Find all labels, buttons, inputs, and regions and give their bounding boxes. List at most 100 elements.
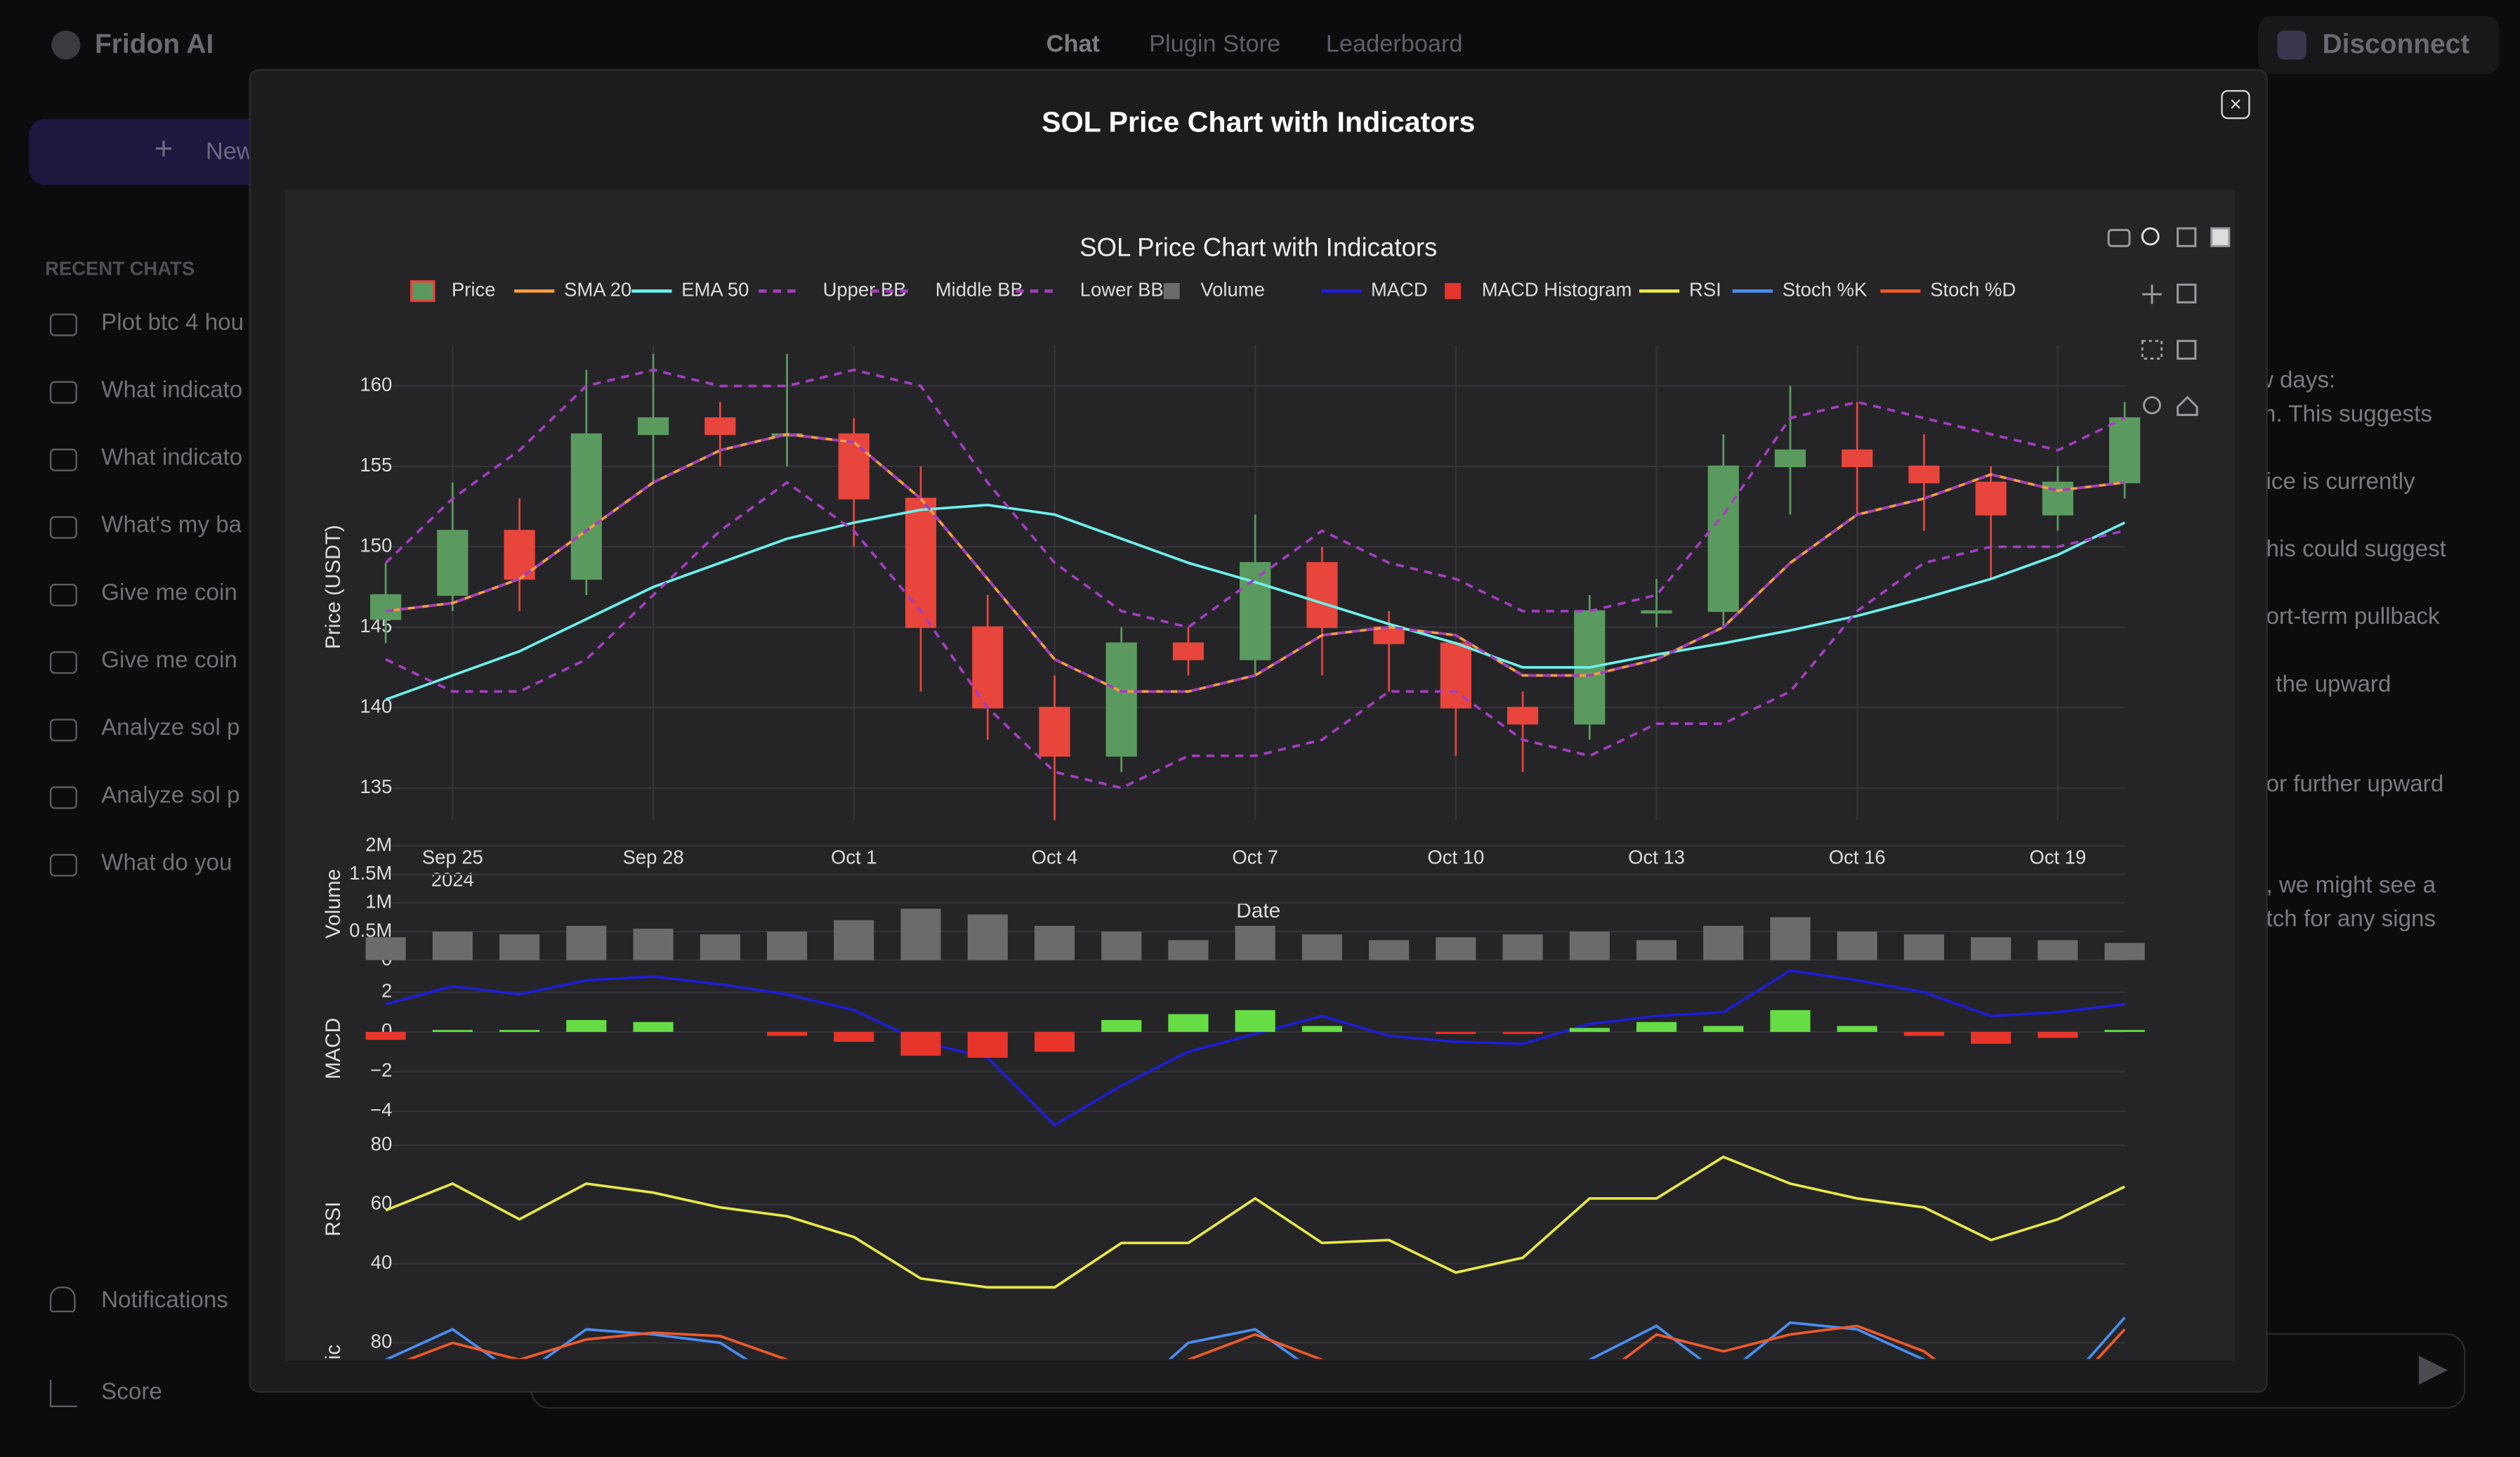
box-select-icon[interactable] [2141,339,2163,360]
candle-body [1306,562,1338,628]
y-tick-label: −4 [370,1099,392,1120]
zoom-out-icon[interactable] [2177,283,2197,303]
chat-item[interactable]: What indicato [101,377,243,404]
y-tick-label: 2 [381,980,392,1002]
candle-body [570,433,602,580]
bar [1971,1031,2012,1044]
candle-body [1774,449,1806,468]
x-tick-label: Oct 4 [1032,847,1078,868]
x-tick-label: Oct 13 [1628,847,1685,868]
message-text: m. This suggests [2256,402,2432,428]
bar [1502,1031,1543,1034]
bar [1569,932,1610,960]
legend-label: Upper BB [823,279,907,301]
series-line [406,1324,2126,1359]
nav-chat[interactable]: Chat [1046,30,1100,58]
legend-label: MACD Histogram [1482,279,1632,301]
y-axis-label: RSI [322,1201,345,1236]
recent-chats-title: RECENT CHATS [45,257,195,280]
bar [1770,1010,1811,1032]
y-axis-label: MACD [322,1018,345,1080]
score-link[interactable]: Score [101,1380,162,1406]
y-tick-label: 80 [371,1132,393,1154]
send-icon[interactable] [2418,1355,2448,1385]
candle-body [704,417,736,436]
bar [1168,1014,1209,1032]
candle-body [838,433,869,499]
bar [1903,1031,1945,1036]
camera-icon[interactable] [2107,228,2131,247]
y-axis-label: Price (USDT) [322,525,345,649]
legend-icon [410,280,435,302]
series-line [384,368,2125,629]
bar [1034,1031,1075,1052]
bar [766,1031,808,1036]
wallet-icon [2277,30,2306,60]
disconnect-button[interactable]: Disconnect [2258,15,2500,74]
bar [2037,1031,2078,1038]
series-line [385,433,2125,693]
nav-leaderboard[interactable]: Leaderboard [1325,30,1463,58]
bar [900,908,941,960]
bar [1703,1026,1744,1032]
chat-item[interactable]: Analyze sol p [101,715,240,742]
chat-icon [49,583,77,607]
bar [900,1031,941,1056]
chat-item[interactable]: What do you [101,850,232,877]
bar [1502,934,1543,960]
bar [1837,1026,1877,1032]
legend-label: Stoch %D [1930,279,2016,301]
bar [1301,1026,1342,1032]
legend-icon [1163,282,1180,299]
bar [365,1031,406,1040]
bell-icon [49,1286,76,1312]
plus-icon: + [154,131,173,168]
candle-body [2109,417,2141,483]
chat-icon [49,854,77,877]
home-icon[interactable] [2177,396,2198,417]
x-tick-label: Oct 7 [1232,847,1278,868]
bar [1301,934,1342,960]
autoscale-icon[interactable] [2210,227,2231,247]
bar [432,932,473,960]
chat-icon [49,313,77,337]
legend-label: RSI [1689,279,1721,301]
candle-body [638,417,669,436]
hover-icon[interactable] [2143,396,2161,414]
reset-axes-icon[interactable] [2177,339,2197,360]
chat-item[interactable]: Give me coin [101,580,237,607]
chat-item[interactable]: What indicato [101,445,243,471]
message-text: , we might see a [2266,873,2436,899]
candle-body [1172,642,1205,660]
chat-item[interactable]: Analyze sol p [101,783,240,809]
bar [1903,934,1945,960]
legend-label: Lower BB [1080,279,1164,301]
chat-item[interactable]: Plot btc 4 hou [101,310,244,337]
bar [1168,940,1209,960]
legend-label: SMA 20 [564,279,631,301]
candle-body [1908,465,1940,483]
candle-body [1975,481,2007,516]
zoom-icon[interactable] [2141,227,2160,246]
y-tick-label: 1M [365,891,392,913]
candle-body [1039,707,1070,757]
bar [633,1021,674,1032]
legend-label: Middle BB [936,279,1023,301]
candle-body [1641,610,1672,614]
candle-body [1507,707,1539,725]
chat-item[interactable]: What's my ba [101,513,242,539]
pan-icon[interactable] [2142,285,2162,304]
close-button[interactable]: × [2221,90,2250,119]
legend-label: Stoch %K [1783,279,1868,301]
modal-title: SOL Price Chart with Indicators [1042,106,1476,138]
candle-body [370,594,402,620]
series-line [385,481,2125,790]
bar [1971,937,2012,960]
y-tick-label: 60 [371,1192,393,1214]
disconnect-label: Disconnect [2322,29,2470,60]
nav-plugin-store[interactable]: Plugin Store [1149,30,1281,58]
zoom-in-icon[interactable] [2177,227,2197,247]
chat-item[interactable]: Give me coin [101,648,237,674]
notifications-link[interactable]: Notifications [101,1288,228,1314]
